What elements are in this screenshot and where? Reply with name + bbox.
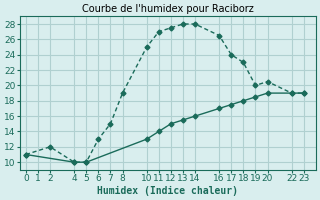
Title: Courbe de l'humidex pour Raciborz: Courbe de l'humidex pour Raciborz <box>82 4 254 14</box>
X-axis label: Humidex (Indice chaleur): Humidex (Indice chaleur) <box>97 186 238 196</box>
